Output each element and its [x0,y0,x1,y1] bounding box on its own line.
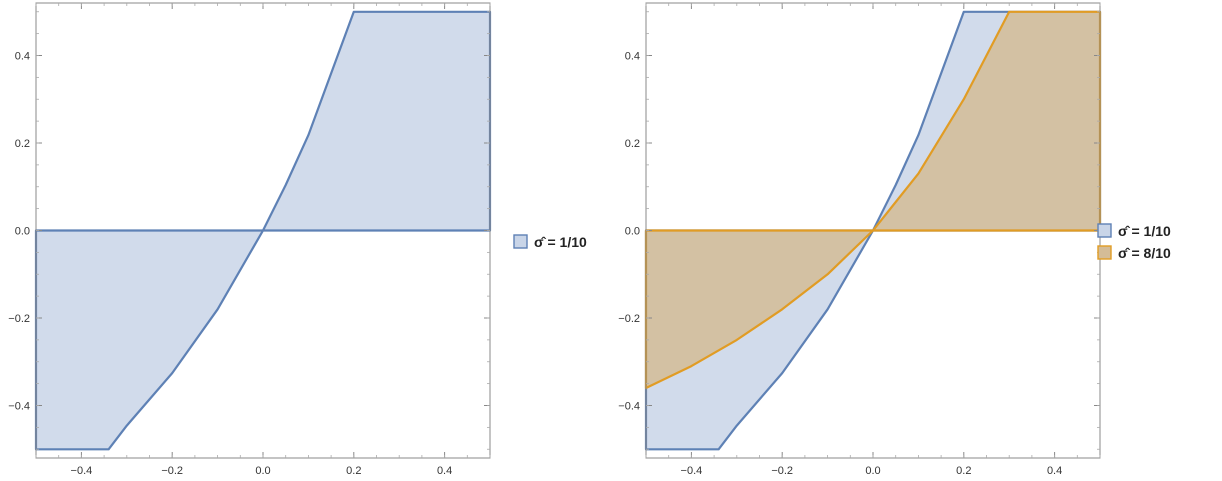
y-tick-label: −0.4 [8,401,30,413]
x-tick-label: 0.4 [1047,465,1062,477]
x-tick-label: −0.4 [71,465,93,477]
x-tick-label: −0.4 [681,465,703,477]
x-tick-label: −0.2 [161,465,183,477]
x-tick-label: 0.0 [255,465,270,477]
legend-label: σ̂ = 1/10 [1118,223,1171,239]
legend-label: σ̂ = 8/10 [1118,245,1171,261]
y-tick-label: −0.2 [8,313,30,325]
region-series-1 [644,10,1102,390]
x-tick-label: 0.2 [956,465,971,477]
y-tick-label: 0.4 [15,51,30,63]
chart-right: −0.4 −0.2 0.0 0.2 0.4 −0.4 −0.2 0.0 0.2 0.4 σ̂ = 1… [618,2,1171,477]
x-tick-label: 0.0 [865,465,880,477]
x-tick-label: 0.2 [346,465,361,477]
y-tick-label: 0.0 [625,226,640,238]
legend-swatch [1097,223,1112,238]
x-tick-label: 0.4 [437,465,452,477]
legend-swatch [513,234,528,249]
chart-left: −0.4 −0.2 0.0 0.2 0.4 −0.4 −0.2 0.0 0.2 0.4 σ̂ = 1… [8,2,587,477]
y-tick-label: 0.2 [15,138,30,150]
y-tick-label: 0.4 [625,51,640,63]
x-tick-label: −0.2 [771,465,793,477]
y-tick-label: −0.4 [618,401,640,413]
legend-swatch [1097,245,1112,260]
y-tick-label: −0.2 [618,313,640,325]
legend-label: σ̂ = 1/10 [534,234,587,250]
y-tick-label: 0.2 [625,138,640,150]
region-series-0 [34,10,492,451]
y-tick-label: 0.0 [15,226,30,238]
